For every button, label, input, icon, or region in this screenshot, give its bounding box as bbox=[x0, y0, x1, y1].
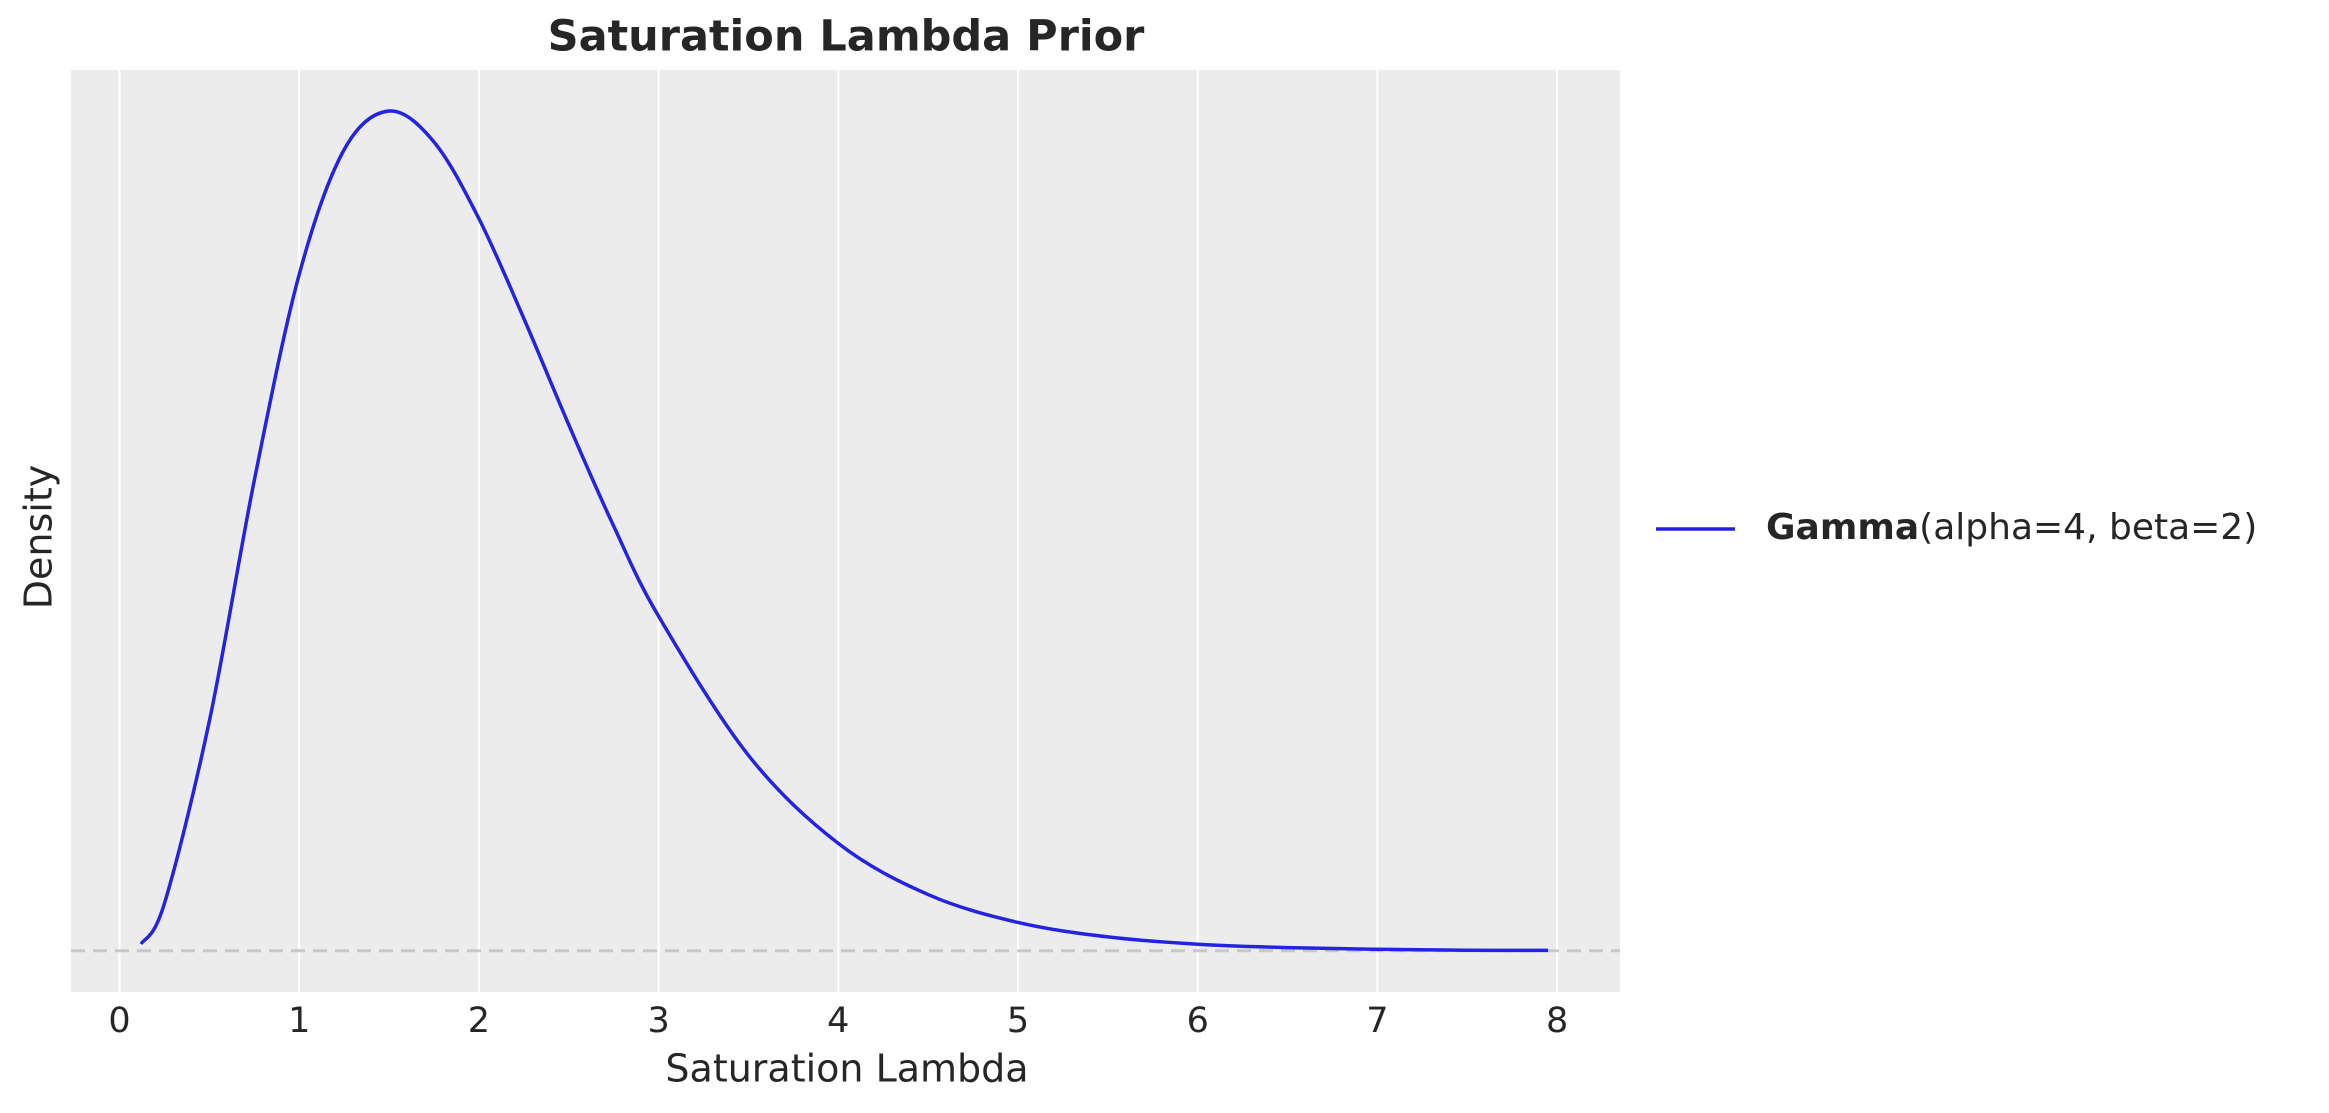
x-tick-label: 2 bbox=[468, 1001, 490, 1041]
x-tick-label: 5 bbox=[1007, 1001, 1029, 1041]
legend-name: Gamma bbox=[1766, 507, 1919, 548]
marks bbox=[139, 109, 1549, 953]
x-tick-label: 1 bbox=[288, 1001, 310, 1041]
x-tick-label: 7 bbox=[1366, 1001, 1388, 1041]
x-tick-label: 6 bbox=[1187, 1001, 1209, 1041]
y-axis-label: Density bbox=[17, 465, 61, 609]
x-axis-label: Saturation Lambda bbox=[665, 1047, 1028, 1091]
x-tick-label: 0 bbox=[108, 1001, 130, 1041]
x-tick-label: 4 bbox=[827, 1001, 849, 1041]
plot-area bbox=[71, 70, 1620, 992]
series-line bbox=[139, 109, 1549, 953]
legend: Gamma(alpha=4, beta=2) bbox=[1656, 507, 2257, 548]
chart-title: Saturation Lambda Prior bbox=[548, 12, 1146, 62]
x-tick-label: 3 bbox=[647, 1001, 669, 1041]
grid bbox=[71, 70, 1620, 992]
legend-label: Gamma(alpha=4, beta=2) bbox=[1766, 507, 2257, 548]
x-tick-label: 8 bbox=[1546, 1001, 1568, 1041]
legend-params: (alpha=4, beta=2) bbox=[1919, 507, 2257, 548]
